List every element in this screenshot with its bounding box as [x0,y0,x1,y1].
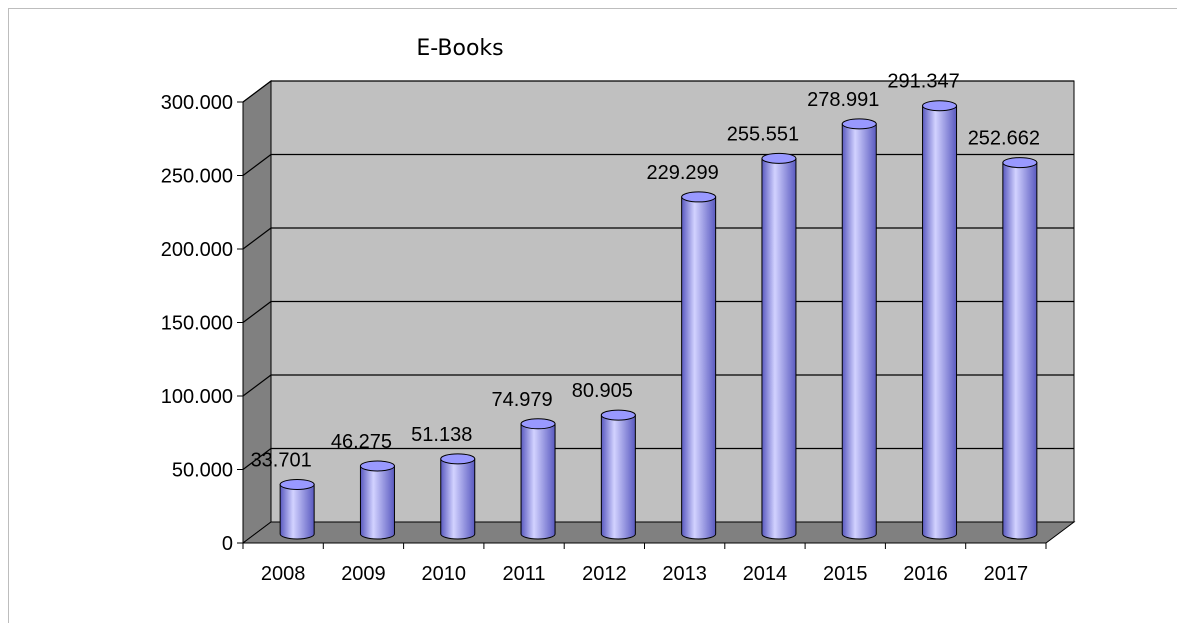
bar [520,423,556,540]
data-label: 229.299 [647,162,719,184]
x-tick-label: 2016 [903,563,948,585]
x-tick-label: 2010 [422,563,467,585]
gridline [242,447,1074,470]
data-label: 33.701 [251,449,312,471]
bar-top [600,409,636,421]
bar-top [440,453,476,465]
bar [681,196,717,540]
bar-top [279,478,315,490]
data-label: 74.979 [491,389,552,411]
data-label: 46.275 [331,431,392,453]
bar-top [1002,157,1038,169]
y-tick-label: 200.000 [161,239,233,261]
y-tick-label: 300.000 [161,92,233,114]
bar [279,483,315,540]
bar [922,105,958,540]
bar-top [841,118,877,130]
y-tick-label: 100.000 [161,386,233,408]
bar-top [359,460,395,472]
x-tick-label: 2014 [743,563,788,585]
x-tick-label: 2011 [503,563,546,585]
bar-top [520,418,556,430]
gridline [242,300,1074,323]
chart-title: E-Books [416,36,504,61]
x-tick-label: 2008 [261,563,306,585]
y-tick-label: 250.000 [161,166,233,188]
bar-top [681,191,717,203]
gridline [242,80,1074,103]
bar [761,157,797,540]
data-label: 278.991 [807,89,879,111]
bar-top [761,152,797,164]
bar [359,465,395,540]
gridline [242,374,1074,397]
y-tick-label: 0 [222,533,233,555]
data-label: 252.662 [968,128,1040,150]
data-label: 80.905 [572,380,633,402]
bar [1002,162,1038,540]
gridline [242,227,1074,250]
data-label: 291.347 [887,71,959,93]
bar-top [922,100,958,112]
x-tick-label: 2015 [823,563,868,585]
x-tick-label: 2009 [341,563,386,585]
bar [440,458,476,540]
gridline [242,153,1074,176]
x-tick-label: 2012 [582,563,627,585]
bar [841,123,877,540]
y-tick-label: 50.000 [172,460,233,482]
data-label: 255.551 [727,123,799,145]
data-label: 51.138 [411,424,472,446]
y-tick-label: 150.000 [161,313,233,335]
x-tick-label: 2013 [662,563,707,585]
bar [600,414,636,540]
x-tick-label: 2017 [984,563,1029,585]
